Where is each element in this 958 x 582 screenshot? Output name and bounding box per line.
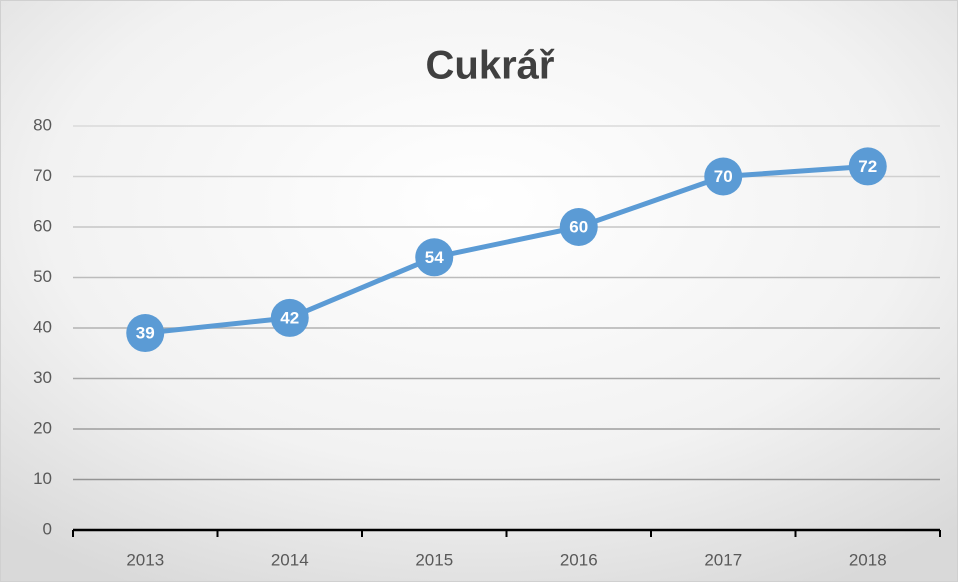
data-point (415, 238, 454, 277)
data-label: 72 (858, 157, 877, 176)
data-line (144, 163, 868, 336)
y-tick-label: 40 (33, 317, 52, 336)
data-label: 39 (136, 324, 155, 343)
x-tick-label: 2015 (415, 550, 453, 569)
data-point (270, 298, 309, 337)
chart-title: Cukrář (426, 44, 555, 88)
data-label: 60 (569, 217, 588, 236)
y-tick-label: 60 (33, 216, 52, 235)
x-tick-label: 2017 (704, 550, 742, 569)
y-tick-label: 80 (33, 115, 52, 134)
y-tick-label: 30 (33, 368, 52, 387)
y-tick-label: 0 (43, 519, 52, 538)
x-tick-label: 2018 (849, 550, 887, 569)
x-tick-label: 2016 (560, 550, 598, 569)
y-tick-label: 70 (33, 166, 52, 185)
x-tick-label: 2013 (126, 550, 164, 569)
y-tick-label: 10 (33, 469, 52, 488)
data-point (559, 208, 598, 246)
data-label: 70 (714, 167, 733, 186)
data-point (704, 157, 743, 196)
data-label: 54 (425, 248, 444, 267)
data-point (848, 147, 887, 186)
x-tick-label: 2014 (271, 550, 309, 569)
y-tick-label: 50 (33, 267, 52, 286)
y-tick-label: 20 (33, 418, 52, 437)
data-point (126, 314, 165, 353)
data-label: 42 (280, 308, 299, 327)
